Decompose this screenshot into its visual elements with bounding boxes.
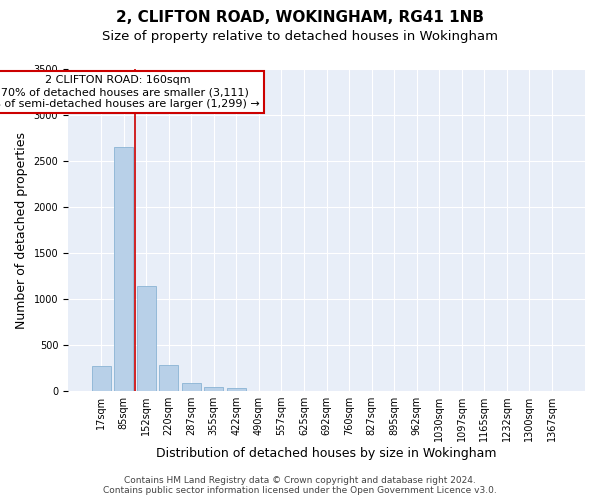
- Bar: [204, 388, 223, 391]
- Bar: [114, 147, 133, 391]
- Text: 2, CLIFTON ROAD, WOKINGHAM, RG41 1NB: 2, CLIFTON ROAD, WOKINGHAM, RG41 1NB: [116, 10, 484, 25]
- Text: Contains HM Land Registry data © Crown copyright and database right 2024.
Contai: Contains HM Land Registry data © Crown c…: [103, 476, 497, 495]
- Text: Size of property relative to detached houses in Wokingham: Size of property relative to detached ho…: [102, 30, 498, 43]
- Bar: [159, 366, 178, 391]
- Text: 2 CLIFTON ROAD: 160sqm
← 70% of detached houses are smaller (3,111)
29% of semi-: 2 CLIFTON ROAD: 160sqm ← 70% of detached…: [0, 76, 260, 108]
- Bar: [182, 383, 201, 391]
- Bar: [92, 366, 110, 391]
- Bar: [137, 286, 156, 391]
- X-axis label: Distribution of detached houses by size in Wokingham: Distribution of detached houses by size …: [156, 447, 497, 460]
- Bar: [227, 388, 246, 391]
- Y-axis label: Number of detached properties: Number of detached properties: [15, 132, 28, 328]
